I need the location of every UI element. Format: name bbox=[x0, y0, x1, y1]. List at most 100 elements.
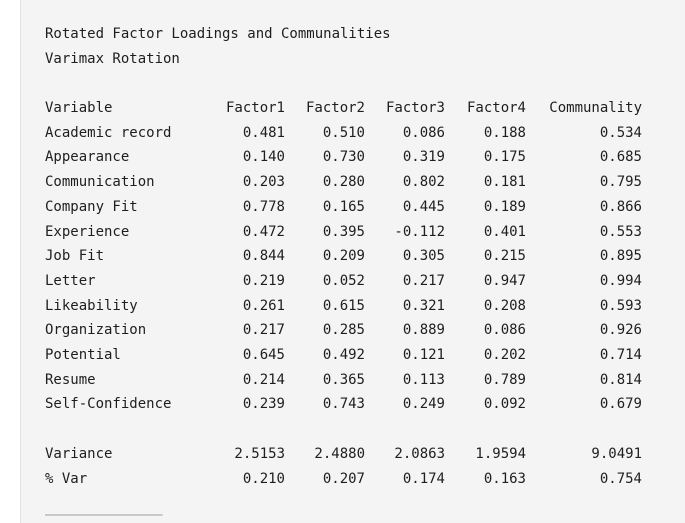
summary-row: % Var 0.210 0.207 0.174 0.163 0.754 bbox=[45, 467, 642, 492]
table-cell: 0.743 bbox=[322, 396, 365, 413]
summary-row: Variance 2.5153 2.4880 2.0863 1.9594 9.0491 bbox=[45, 442, 642, 467]
table-cell: 0.472 bbox=[242, 223, 285, 240]
table-cell: 0.401 bbox=[483, 223, 526, 240]
table-cell: 0.319 bbox=[402, 149, 445, 166]
table-row: Experience 0.472 0.395 -0.112 0.401 0.553 bbox=[45, 220, 642, 245]
table-cell: 0.365 bbox=[322, 371, 365, 388]
table-cell: 0.795 bbox=[599, 174, 642, 191]
table-cell: 0.207 bbox=[322, 470, 365, 487]
output-title: Rotated Factor Loadings and Communalitie… bbox=[45, 26, 391, 42]
table-cell: 0.714 bbox=[599, 347, 642, 364]
table-cell: 0.844 bbox=[242, 248, 285, 265]
table-cell: 0.645 bbox=[242, 347, 285, 364]
table-cell: 0.261 bbox=[242, 297, 285, 314]
table-cell: 0.163 bbox=[483, 470, 526, 487]
table-cell: 0.174 bbox=[402, 470, 445, 487]
row-label: % Var bbox=[45, 470, 88, 487]
table-cell: 0.445 bbox=[402, 198, 445, 215]
column-header: Variable bbox=[45, 100, 113, 116]
table-row: Communication 0.203 0.280 0.802 0.181 0.795 bbox=[45, 170, 642, 195]
table-cell: 0.202 bbox=[483, 347, 526, 364]
row-label: Appearance bbox=[45, 149, 130, 166]
table-cell: 9.0491 bbox=[591, 445, 642, 462]
table-cell: 0.217 bbox=[242, 322, 285, 339]
row-label: Experience bbox=[45, 223, 130, 240]
row-label: Communication bbox=[45, 174, 155, 191]
table-row: Self-Confidence 0.239 0.743 0.249 0.092 0.679 bbox=[45, 392, 642, 417]
table-cell: 0.754 bbox=[599, 470, 642, 487]
table-cell: 0.140 bbox=[242, 149, 285, 166]
row-label: Variance bbox=[45, 445, 113, 462]
table-cell: 0.209 bbox=[322, 248, 365, 265]
table-cell: 0.778 bbox=[242, 198, 285, 215]
row-label: Job Fit bbox=[45, 248, 105, 265]
table-cell: 0.481 bbox=[242, 124, 285, 141]
table-cell: 0.534 bbox=[599, 124, 642, 141]
table-row: Job Fit 0.844 0.209 0.305 0.215 0.895 bbox=[45, 244, 642, 269]
table-body: Academic record 0.481 0.510 0.086 0.188 0.534… bbox=[45, 121, 642, 492]
row-label: Company Fit bbox=[45, 198, 138, 215]
column-header: Factor1 bbox=[225, 100, 285, 116]
table-row: Appearance 0.140 0.730 0.319 0.175 0.685 bbox=[45, 145, 642, 170]
table-cell: 0.889 bbox=[402, 322, 445, 339]
table-cell: 0.086 bbox=[483, 322, 526, 339]
output-subtitle: Varimax Rotation bbox=[45, 51, 180, 67]
table-cell: 0.121 bbox=[402, 347, 445, 364]
row-label: Self-Confidence bbox=[45, 396, 172, 413]
row-label: Potential bbox=[45, 347, 121, 364]
table-cell: 0.615 bbox=[322, 297, 365, 314]
table-cell: 0.092 bbox=[483, 396, 526, 413]
clipped-next-output: ▔▔▔▔▔▔▔▔▔▔▔▔▔▔▔ bbox=[45, 515, 163, 523]
column-header: Communality bbox=[549, 100, 642, 116]
row-label: Likeability bbox=[45, 297, 138, 314]
table-row: Resume 0.214 0.365 0.113 0.789 0.814 bbox=[45, 368, 642, 393]
table-cell: 0.510 bbox=[322, 124, 365, 141]
factor-loadings-table: Variable Factor1 Factor2 Factor3 Factor4… bbox=[45, 96, 642, 491]
table-cell: 0.188 bbox=[483, 124, 526, 141]
table-cell: 0.814 bbox=[599, 371, 642, 388]
table-cell: 0.730 bbox=[322, 149, 365, 166]
table-cell: 0.165 bbox=[322, 198, 365, 215]
table-cell: 0.553 bbox=[599, 223, 642, 240]
row-label: Academic record bbox=[45, 124, 172, 141]
row-label: Letter bbox=[45, 272, 96, 289]
row-spacer bbox=[45, 417, 642, 442]
table-cell: 0.593 bbox=[599, 297, 642, 314]
table-cell: 0.214 bbox=[242, 371, 285, 388]
table-cell: 0.305 bbox=[402, 248, 445, 265]
table-cell: 0.679 bbox=[599, 396, 642, 413]
table-row: Organization 0.217 0.285 0.889 0.086 0.926 bbox=[45, 318, 642, 343]
output-panel: Rotated Factor Loadings and Communalitie… bbox=[20, 0, 685, 523]
table-row: Academic record 0.481 0.510 0.086 0.188 0.534 bbox=[45, 121, 642, 146]
table-cell: 0.210 bbox=[242, 470, 285, 487]
table-cell: 0.181 bbox=[483, 174, 526, 191]
spacer-cell bbox=[45, 417, 642, 442]
table-row: Company Fit 0.778 0.165 0.445 0.189 0.866 bbox=[45, 195, 642, 220]
row-label: Resume bbox=[45, 371, 96, 388]
table-cell: 0.395 bbox=[322, 223, 365, 240]
table-row: Letter 0.219 0.052 0.217 0.947 0.994 bbox=[45, 269, 642, 294]
table-cell: 0.802 bbox=[402, 174, 445, 191]
table-cell: 0.280 bbox=[322, 174, 365, 191]
table-cell: 0.895 bbox=[599, 248, 642, 265]
table-cell: 0.789 bbox=[483, 371, 526, 388]
table-cell: 0.215 bbox=[483, 248, 526, 265]
table-cell: 0.685 bbox=[599, 149, 642, 166]
table-cell: 0.994 bbox=[599, 272, 642, 289]
table-cell: 0.321 bbox=[402, 297, 445, 314]
table-cell: 0.203 bbox=[242, 174, 285, 191]
table-cell: 0.285 bbox=[322, 322, 365, 339]
table-cell: 0.217 bbox=[402, 272, 445, 289]
table-cell: 0.926 bbox=[599, 322, 642, 339]
table-cell: 0.208 bbox=[483, 297, 526, 314]
table-cell: 0.866 bbox=[599, 198, 642, 215]
table-header-row: Variable Factor1 Factor2 Factor3 Factor4… bbox=[45, 96, 642, 121]
table-cell: 0.175 bbox=[483, 149, 526, 166]
table-cell: 0.249 bbox=[402, 396, 445, 413]
table-row: Potential 0.645 0.492 0.121 0.202 0.714 bbox=[45, 343, 642, 368]
table-cell: 1.9594 bbox=[475, 445, 526, 462]
table-row: Likeability 0.261 0.615 0.321 0.208 0.593 bbox=[45, 294, 642, 319]
column-header: Factor3 bbox=[385, 100, 445, 116]
table-cell: 0.113 bbox=[402, 371, 445, 388]
table-cell: 2.5153 bbox=[234, 445, 285, 462]
